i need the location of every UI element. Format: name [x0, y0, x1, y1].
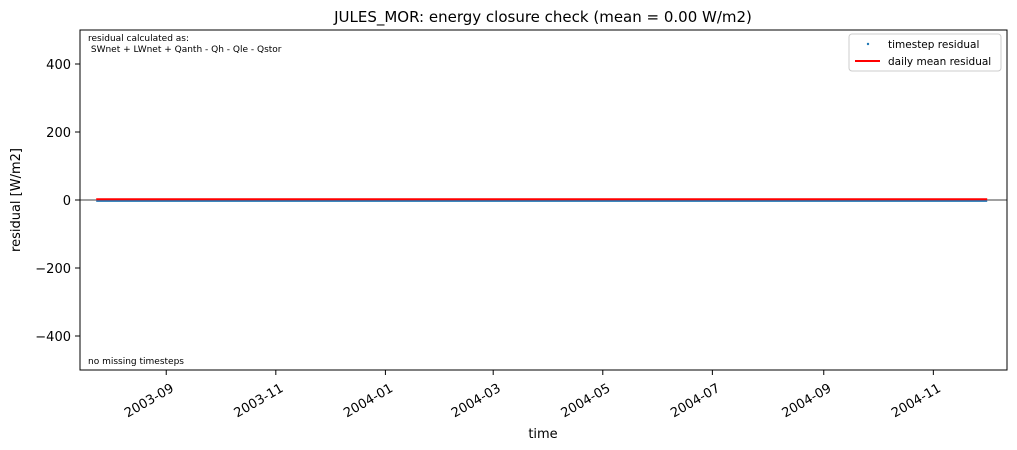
x-tick-label: 2004-01	[341, 381, 396, 421]
missing-timesteps-note: no missing timesteps	[88, 357, 184, 367]
x-tick-label: 2004-07	[668, 381, 723, 421]
x-tick-label: 2003-09	[122, 381, 177, 421]
x-axis-title: time	[528, 427, 557, 442]
x-axis-ticks: 2003-09 2003-11 2004-01 2004-03 2004-05 2004-…	[122, 370, 944, 421]
legend-label-daily-mean-residual: daily mean residual	[888, 56, 991, 68]
y-axis-ticks: −400 −200 0 200 400	[35, 58, 80, 345]
y-tick-label: 400	[46, 58, 71, 73]
legend: timestep residual daily mean residual	[848, 33, 1002, 72]
x-tick-label: 2004-05	[559, 381, 614, 421]
y-tick-label: −400	[35, 330, 71, 345]
x-tick-label: 2004-11	[889, 381, 944, 421]
legend-marker-timestep-residual	[866, 42, 870, 46]
y-axis-title: residual [W/m2]	[9, 148, 24, 252]
legend-box	[848, 33, 1002, 72]
legend-label-timestep-residual: timestep residual	[888, 39, 979, 51]
x-tick-label: 2003-11	[232, 381, 287, 421]
y-tick-label: −200	[35, 262, 71, 277]
x-tick-label: 2004-03	[449, 381, 504, 421]
x-tick-label: 2004-09	[780, 381, 835, 421]
series-layer	[96, 198, 988, 202]
formula-annotation-heading: residual calculated as:	[88, 34, 189, 44]
chart-title: JULES_MOR: energy closure check (mean = …	[333, 8, 752, 27]
formula-annotation-expression: SWnet + LWnet + Qanth - Qh - Qle - Qstor	[88, 45, 282, 55]
plot-frame	[79, 29, 1008, 371]
y-tick-label: 200	[46, 126, 71, 141]
y-tick-label: 0	[63, 194, 71, 209]
